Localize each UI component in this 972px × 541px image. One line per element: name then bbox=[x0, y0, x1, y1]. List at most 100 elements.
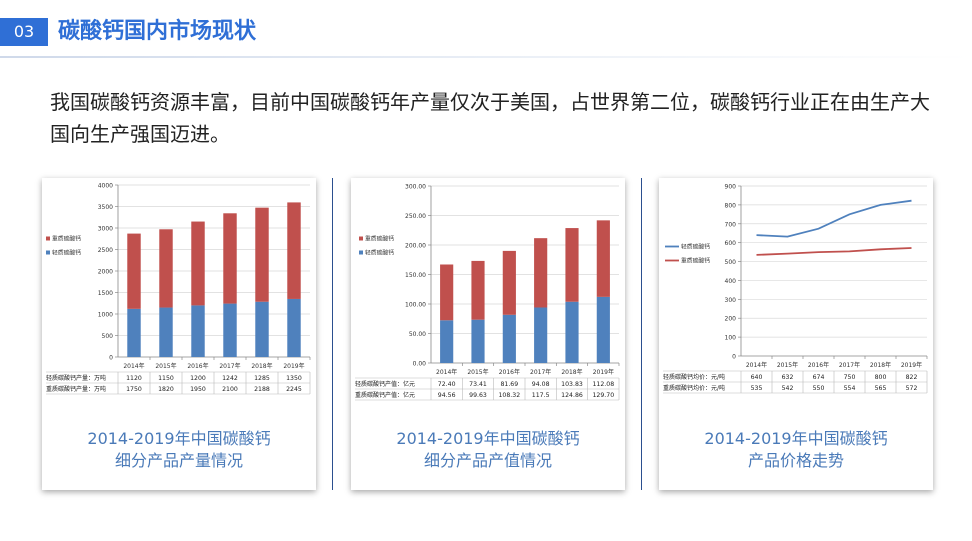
table-row-label: 轻质碳酸钙产值：亿元 bbox=[355, 380, 415, 388]
bar-segment bbox=[191, 221, 205, 306]
header: 03 碳酸钙国内市场现状 bbox=[0, 12, 972, 58]
table-cell: 73.41 bbox=[469, 381, 487, 388]
table-cell: 103.83 bbox=[561, 381, 583, 388]
y-tick-label: 200 bbox=[725, 316, 737, 323]
y-tick-label: 500 bbox=[102, 333, 114, 340]
column-divider bbox=[641, 178, 642, 490]
output-chart: 0 500 1000 1500 2000 2500 3000 3500 4000 2014年 201… bbox=[46, 183, 311, 395]
table-cell: 1820 bbox=[158, 386, 174, 393]
legend-swatch bbox=[359, 250, 363, 255]
header-divider bbox=[0, 56, 972, 58]
y-tick-label: 4000 bbox=[98, 183, 113, 190]
y-tick-label: 50.00 bbox=[409, 331, 426, 338]
x-tick-label: 2014年 bbox=[123, 362, 144, 370]
y-tick-label: 700 bbox=[725, 221, 737, 228]
table-cell: 112.08 bbox=[593, 381, 615, 388]
y-tick-label: 3500 bbox=[98, 204, 113, 211]
x-tick-label: 2019年 bbox=[593, 368, 614, 376]
series-line bbox=[756, 247, 912, 256]
y-tick-label: 500 bbox=[725, 259, 737, 266]
table-cell: 108.32 bbox=[499, 392, 521, 399]
y-tick-label: 250.00 bbox=[405, 213, 426, 220]
bar-segment bbox=[159, 307, 173, 357]
chart-card-value: 0.00 50.00 100.00 150.00 200.00 250.00 300.00 2… bbox=[351, 178, 625, 490]
bar-segment bbox=[159, 229, 173, 308]
table-row-label: 重质碳酸钙产量：万吨 bbox=[46, 385, 106, 393]
table-cell: 632 bbox=[782, 374, 794, 381]
x-tick-label: 2014年 bbox=[436, 368, 457, 376]
table-cell: 1750 bbox=[126, 386, 142, 393]
bar-segment bbox=[127, 233, 141, 309]
bar-segment bbox=[440, 320, 454, 363]
y-tick-label: 0.00 bbox=[413, 361, 427, 368]
intro-paragraph: 我国碳酸钙资源丰富，目前中国碳酸钙年产量仅次于美国，占世界第二位，碳酸钙行业正在… bbox=[50, 90, 930, 146]
x-tick-label: 2015年 bbox=[777, 361, 798, 369]
chart-caption-value: 2014-2019年中国碳酸钙 细分产品产值情况 bbox=[351, 428, 625, 472]
x-tick-label: 2015年 bbox=[155, 362, 176, 370]
x-tick-label: 2019年 bbox=[283, 362, 304, 370]
y-tick-label: 150.00 bbox=[405, 272, 426, 279]
table-cell: 554 bbox=[844, 385, 856, 392]
table-cell: 1950 bbox=[190, 386, 206, 393]
legend-label: 轻质碳酸钙 bbox=[52, 249, 81, 257]
chart-card-price: 0 100 200 300 400 500 600 700 800 900 2014年 2015年 20… bbox=[659, 178, 933, 490]
table-cell: 2188 bbox=[254, 386, 270, 393]
table-cell: 800 bbox=[875, 374, 887, 381]
y-tick-label: 0 bbox=[732, 354, 736, 361]
table-cell: 99.63 bbox=[469, 392, 487, 399]
table-cell: 72.40 bbox=[438, 381, 456, 388]
y-tick-label: 2500 bbox=[98, 247, 113, 254]
y-tick-label: 800 bbox=[725, 202, 737, 209]
table-cell: 2100 bbox=[222, 386, 238, 393]
y-tick-label: 3000 bbox=[98, 226, 113, 233]
legend-label: 轻质碳酸钙 bbox=[681, 243, 710, 251]
bar-segment bbox=[287, 202, 301, 299]
table-row-label: 重质碳酸钙均价：元/吨 bbox=[663, 384, 725, 392]
y-tick-label: 300 bbox=[725, 297, 737, 304]
x-tick-label: 2017年 bbox=[530, 368, 551, 376]
section-number: 03 bbox=[0, 18, 48, 46]
y-tick-label: 100 bbox=[725, 335, 737, 342]
x-tick-label: 2016年 bbox=[499, 368, 520, 376]
series-line bbox=[756, 199, 912, 238]
table-cell: 750 bbox=[844, 374, 856, 381]
table-cell: 81.69 bbox=[500, 381, 518, 388]
table-cell: 2245 bbox=[286, 386, 302, 393]
table-cell: 117.5 bbox=[532, 392, 550, 399]
x-tick-label: 2018年 bbox=[251, 362, 272, 370]
bar-segment bbox=[596, 220, 610, 297]
bar-segment bbox=[440, 264, 454, 321]
table-cell: 640 bbox=[751, 374, 763, 381]
legend-label: 重质碳酸钙 bbox=[52, 235, 81, 243]
table-cell: 565 bbox=[875, 385, 887, 392]
value-chart: 0.00 50.00 100.00 150.00 200.00 250.00 300.00 2… bbox=[355, 184, 620, 401]
table-cell: 674 bbox=[813, 374, 825, 381]
bar-segment bbox=[534, 307, 548, 363]
y-tick-label: 1000 bbox=[98, 312, 113, 319]
caption-line: 2014-2019年中国碳酸钙 bbox=[704, 429, 888, 448]
legend-swatch bbox=[46, 250, 50, 255]
bar-segment bbox=[565, 301, 579, 363]
bar-segment bbox=[287, 298, 301, 357]
caption-line: 2014-2019年中国碳酸钙 bbox=[87, 429, 271, 448]
x-tick-label: 2018年 bbox=[561, 368, 582, 376]
column-divider bbox=[332, 178, 333, 490]
x-tick-label: 2014年 bbox=[746, 361, 767, 369]
table-cell: 94.56 bbox=[438, 392, 456, 399]
x-tick-label: 2016年 bbox=[187, 362, 208, 370]
bar-segment bbox=[255, 207, 269, 302]
chart-caption-output: 2014-2019年中国碳酸钙 细分产品产量情况 bbox=[42, 428, 316, 472]
bar-segment bbox=[223, 213, 237, 304]
bar-segment bbox=[191, 305, 205, 357]
bar-segment bbox=[502, 250, 516, 315]
legend-swatch bbox=[359, 236, 363, 241]
legend-label: 重质碳酸钙 bbox=[365, 235, 394, 243]
y-tick-label: 2000 bbox=[98, 269, 113, 276]
legend-label: 重质碳酸钙 bbox=[681, 257, 710, 265]
table-cell: 1120 bbox=[126, 375, 142, 382]
legend-label: 轻质碳酸钙 bbox=[365, 249, 394, 257]
chart-caption-price: 2014-2019年中国碳酸钙 产品价格走势 bbox=[659, 428, 933, 472]
x-tick-label: 2019年 bbox=[901, 361, 922, 369]
x-tick-label: 2016年 bbox=[808, 361, 829, 369]
bar-segment bbox=[471, 319, 485, 363]
